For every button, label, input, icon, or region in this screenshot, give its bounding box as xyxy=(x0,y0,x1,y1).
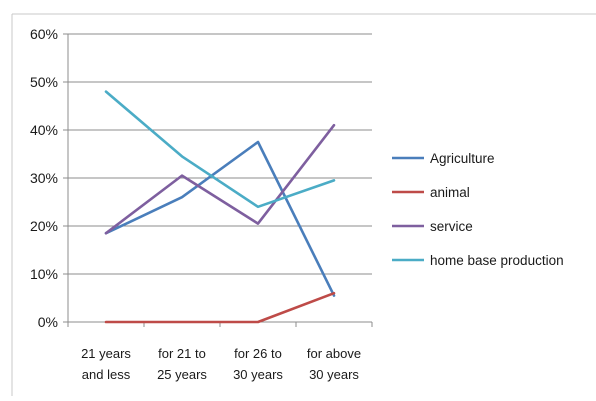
legend-label-home-base-production: home base production xyxy=(430,253,564,268)
y-tick-label: 40% xyxy=(30,122,58,138)
x-tick-label-line: 30 years xyxy=(309,367,359,382)
legend-label-animal: animal xyxy=(430,185,470,200)
x-tick-label: for 26 to 30 years xyxy=(233,346,283,382)
x-tick-label-line: 25 years xyxy=(157,367,207,382)
series-line-agriculture xyxy=(104,140,336,297)
y-tick-label: 50% xyxy=(30,74,58,90)
series-line-animal xyxy=(104,291,336,324)
gridlines xyxy=(68,33,372,275)
x-tick-label-line: 30 years xyxy=(233,367,283,382)
x-tick-label-line: 21 years xyxy=(81,346,131,361)
x-tick-label: 21 years and less xyxy=(81,346,131,382)
legend: Agriculture animal service home base produc… xyxy=(392,151,564,268)
x-tick-label: for above 30 years xyxy=(307,346,361,382)
legend-label-agriculture: Agriculture xyxy=(430,151,495,166)
y-tick-label: 60% xyxy=(30,26,58,42)
y-tick-label: 0% xyxy=(38,314,58,330)
y-tick-label: 20% xyxy=(30,218,58,234)
x-tick-label-line: for above xyxy=(307,346,361,361)
legend-label-service: service xyxy=(430,219,473,234)
x-tick-label-line: for 26 to xyxy=(234,346,282,361)
y-tick-label: 30% xyxy=(30,170,58,186)
y-tick-label: 10% xyxy=(30,266,58,282)
x-tick-label-line: for 21 to xyxy=(158,346,206,361)
y-axis: 0% 10% 20% 30% 40% 50% 60% xyxy=(30,26,69,330)
series-lines xyxy=(104,90,336,324)
x-tick-label-line: and less xyxy=(82,367,131,382)
series-line-service xyxy=(104,123,336,235)
x-tick-label: for 21 to 25 years xyxy=(157,346,207,382)
series-line-home-base-production xyxy=(104,90,336,209)
x-axis: 21 years and less for 21 to 25 years for 26 … xyxy=(67,321,373,382)
